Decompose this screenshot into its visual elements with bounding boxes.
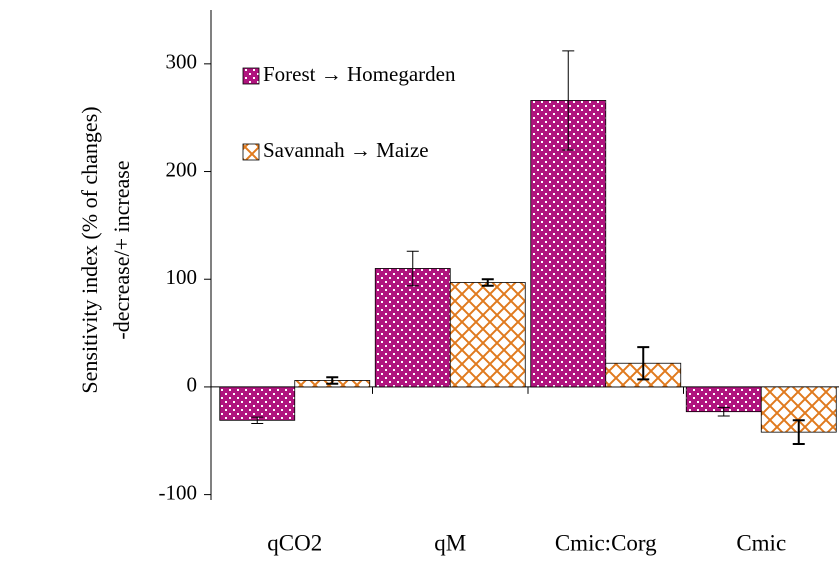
bar: [219, 386, 296, 421]
y-axis-title: Sensitivity index (% of changes) -decrea…: [77, 106, 134, 393]
error-bar: [406, 250, 419, 287]
legend-label: Forest → Homegarden: [263, 62, 456, 86]
y-tick-label: 0: [187, 373, 198, 397]
y-tick-label: 200: [166, 157, 198, 181]
error-bar: [717, 406, 730, 417]
x-tick-label: Cmic: [736, 530, 786, 555]
y-tick-label: 300: [166, 50, 198, 74]
y-tick-label: -100: [159, 480, 198, 504]
x-tick-label: qM: [434, 530, 466, 555]
error-bar: [792, 419, 805, 445]
legend-swatch: [242, 143, 260, 161]
x-tick-label: qCO2: [267, 530, 322, 555]
error-bar: [481, 278, 494, 287]
y-tick-label: 100: [166, 265, 198, 289]
legend-swatch: [242, 67, 260, 85]
error-bar: [251, 416, 264, 425]
y-axis-label: Sensitivity index (% of changes): [77, 106, 102, 393]
error-bar: [562, 50, 575, 151]
error-bar: [326, 376, 339, 385]
error-bar: [637, 346, 650, 381]
bar: [374, 268, 451, 388]
x-tick-label: Cmic:Corg: [555, 530, 657, 555]
bar: [449, 282, 526, 388]
legend-label: Savannah → Maize: [263, 138, 429, 162]
y-axis-label: -decrease/+ increase: [109, 160, 134, 339]
